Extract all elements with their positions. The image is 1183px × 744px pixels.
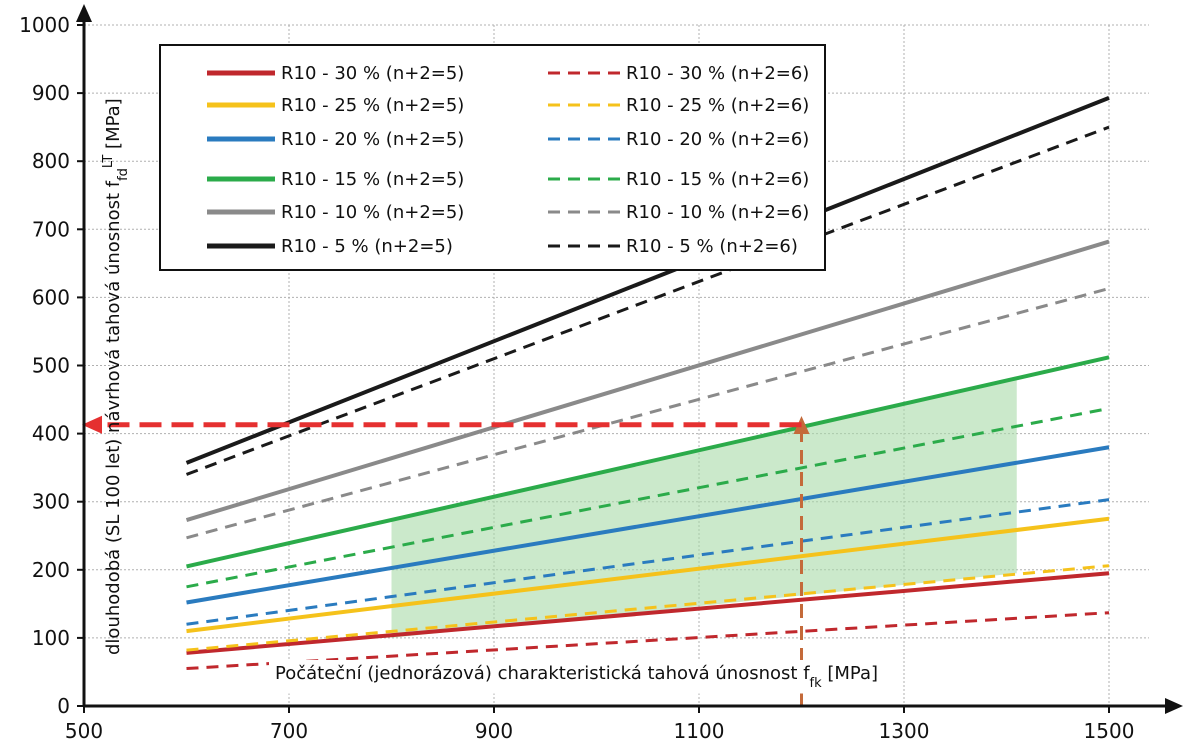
series-line-7 [186, 355, 1110, 569]
series-line-11 [185, 96, 1110, 465]
legend-label: R10 - 30 % (n+2=5) [281, 63, 464, 84]
y-tick-label: 400 [32, 422, 70, 446]
y-axis-arrow [76, 4, 92, 22]
legend-label: R10 - 15 % (n+2=6) [626, 169, 809, 190]
x-tick-label: 1100 [674, 719, 725, 743]
series-line-9 [185, 239, 1110, 523]
series-line-5 [186, 445, 1110, 605]
x-axis-arrow [1165, 698, 1183, 714]
x-tick-label: 1300 [879, 719, 930, 743]
x-axis-title-bg [269, 660, 885, 694]
series-line-3 [186, 516, 1110, 634]
arrow-head-left [82, 415, 102, 434]
x-tick-label: 500 [65, 719, 103, 743]
axes [76, 4, 1183, 714]
x-tick-label: 900 [475, 719, 513, 743]
legend-label: R10 - 10 % (n+2=5) [281, 202, 464, 223]
legend-label: R10 - 30 % (n+2=6) [626, 63, 809, 84]
shaded-region [391, 376, 1017, 638]
legend: R10 - 30 % (n+2=5) R10 - 25 % (n+2=5) R10 … [159, 44, 826, 271]
legend-box [159, 44, 826, 271]
legend-label: R10 - 25 % (n+2=5) [281, 95, 464, 116]
legend-label: R10 - 5 % (n+2=6) [626, 236, 798, 257]
y-tick-label: 200 [32, 558, 70, 582]
series-line-6 [186, 498, 1110, 626]
y-tick-label: 800 [32, 149, 70, 173]
series-lines [185, 96, 1110, 671]
y-tick-label: 1000 [19, 13, 70, 37]
legend-label: R10 - 20 % (n+2=6) [626, 129, 809, 150]
y-tick-label: 500 [32, 354, 70, 378]
series-line-8 [186, 406, 1110, 589]
legend-label: R10 - 15 % (n+2=5) [281, 169, 464, 190]
y-tick-label: 700 [32, 217, 70, 241]
y-tick-label: 600 [32, 285, 70, 309]
x-tick-label: 700 [270, 719, 308, 743]
legend-label: R10 - 10 % (n+2=6) [626, 202, 809, 223]
y-tick-label: 900 [32, 81, 70, 105]
tick-labels: 500 700 900 1100 1300 1500 0 100 200 300 400 500 600… [19, 13, 1134, 743]
legend-label: R10 - 5 % (n+2=5) [281, 236, 453, 257]
y-tick-label: 0 [57, 694, 70, 718]
series-line-1 [186, 571, 1110, 655]
legend-label: R10 - 20 % (n+2=5) [281, 129, 464, 150]
series-line-12 [185, 125, 1110, 476]
x-tick-label: 1500 [1084, 719, 1135, 743]
shaded-area [391, 376, 1017, 638]
series-line-4 [186, 564, 1110, 652]
legend-label: R10 - 25 % (n+2=6) [626, 95, 809, 116]
y-tick-label: 100 [32, 626, 70, 650]
series-line-2 [186, 611, 1110, 671]
y-tick-label: 300 [32, 490, 70, 514]
